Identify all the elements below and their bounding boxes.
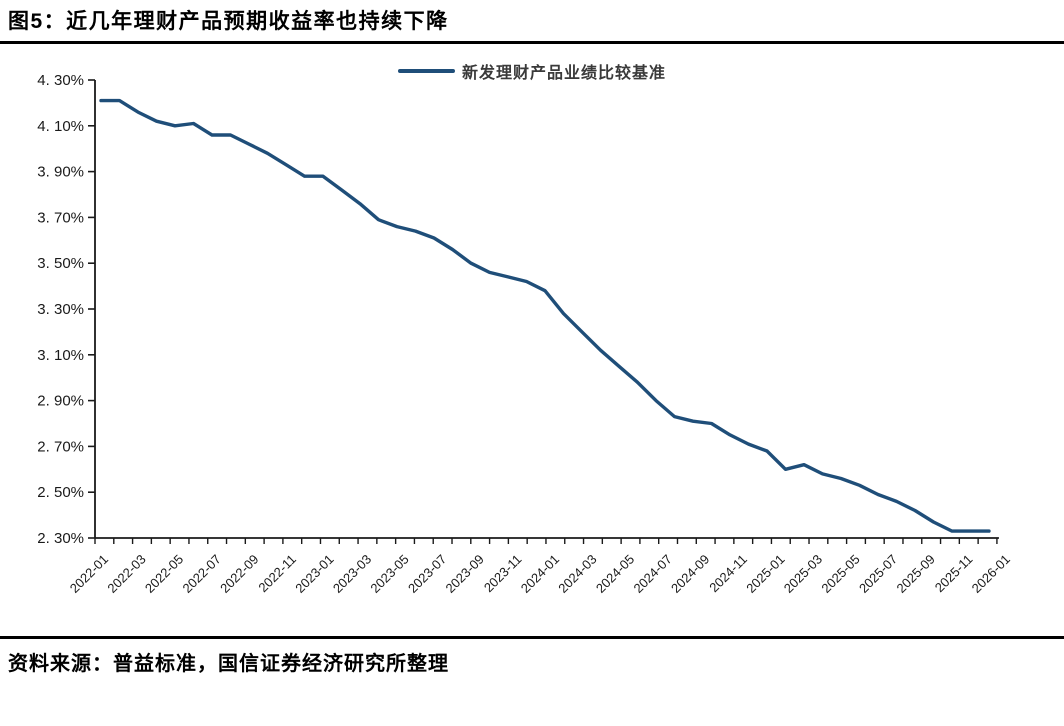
y-tick-label: 4. 30%	[37, 72, 84, 89]
legend-series-label: 新发理财产品业绩比较基准	[461, 65, 667, 83]
series-line	[99, 99, 991, 533]
figure-footer: 资料来源：普益标准，国信证券经济研究所整理	[0, 636, 1064, 726]
figure-title: 图5：近几年理财产品预期收益率也持续下降	[8, 10, 449, 33]
x-tick-label: 2024-01	[518, 552, 562, 596]
y-tick-label: 2. 50%	[37, 484, 84, 501]
figure-header: 图5：近几年理财产品预期收益率也持续下降	[0, 0, 1064, 45]
y-tick-label: 4. 10%	[37, 118, 84, 135]
x-tick-label: 2024-11	[706, 552, 750, 596]
x-tick-label: 2025-01	[743, 552, 787, 596]
y-tick-label: 3. 90%	[37, 164, 84, 181]
y-tick-label: 2. 30%	[37, 530, 84, 547]
x-tick-label: 2023-05	[367, 552, 411, 596]
x-tick-label: 2022-03	[104, 552, 148, 596]
y-tick-label: 2. 90%	[37, 393, 84, 410]
x-tick-label: 2023-11	[481, 552, 525, 596]
x-tick-label: 2026-01	[969, 552, 1013, 596]
y-tick-label: 3. 10%	[37, 347, 84, 364]
x-tick-label: 2025-03	[781, 552, 825, 596]
x-tick-label: 2023-01	[292, 552, 336, 596]
x-tick-label: 2023-07	[405, 552, 449, 596]
line-chart: 4. 30% 4. 10% 3. 90% 3. 70% 3. 50% 3. 30% 3. 1…	[37, 72, 1013, 596]
chart-legend: 新发理财产品业绩比较基准	[397, 59, 667, 83]
y-tick-label: 3. 50%	[37, 255, 84, 272]
x-tick-label: 2025-09	[894, 552, 938, 596]
x-tick-label: 2022-05	[142, 552, 186, 596]
x-tick-label: 2023-03	[330, 552, 374, 596]
x-tick-label: 2025-11	[932, 552, 976, 596]
x-tick-label: 2025-07	[856, 552, 900, 596]
x-tick-label: 2022-07	[180, 552, 224, 596]
x-tick-label: 2024-09	[668, 552, 712, 596]
x-tick-label: 2022-09	[217, 552, 261, 596]
source-note: 资料来源：普益标准，国信证券经济研究所整理	[8, 653, 449, 676]
x-tick-label: 2024-03	[555, 552, 599, 596]
x-tick-label: 2025-05	[818, 552, 862, 596]
y-tick-label: 3. 30%	[37, 301, 84, 318]
chart-area: 新发理财产品业绩比较基准 4. 30% 4. 10% 3. 90% 3. 70% 3. …	[0, 44, 1064, 636]
x-tick-label: 2023-09	[443, 552, 487, 596]
x-tick-label: 2024-07	[630, 552, 674, 596]
x-tick-label: 2022-11	[255, 552, 299, 596]
legend-line-swatch	[397, 69, 455, 74]
y-tick-label: 2. 70%	[37, 439, 84, 456]
x-tick-label: 2024-05	[593, 552, 637, 596]
x-tick-label: 2022-01	[67, 552, 111, 596]
y-tick-label: 3. 70%	[37, 210, 84, 227]
